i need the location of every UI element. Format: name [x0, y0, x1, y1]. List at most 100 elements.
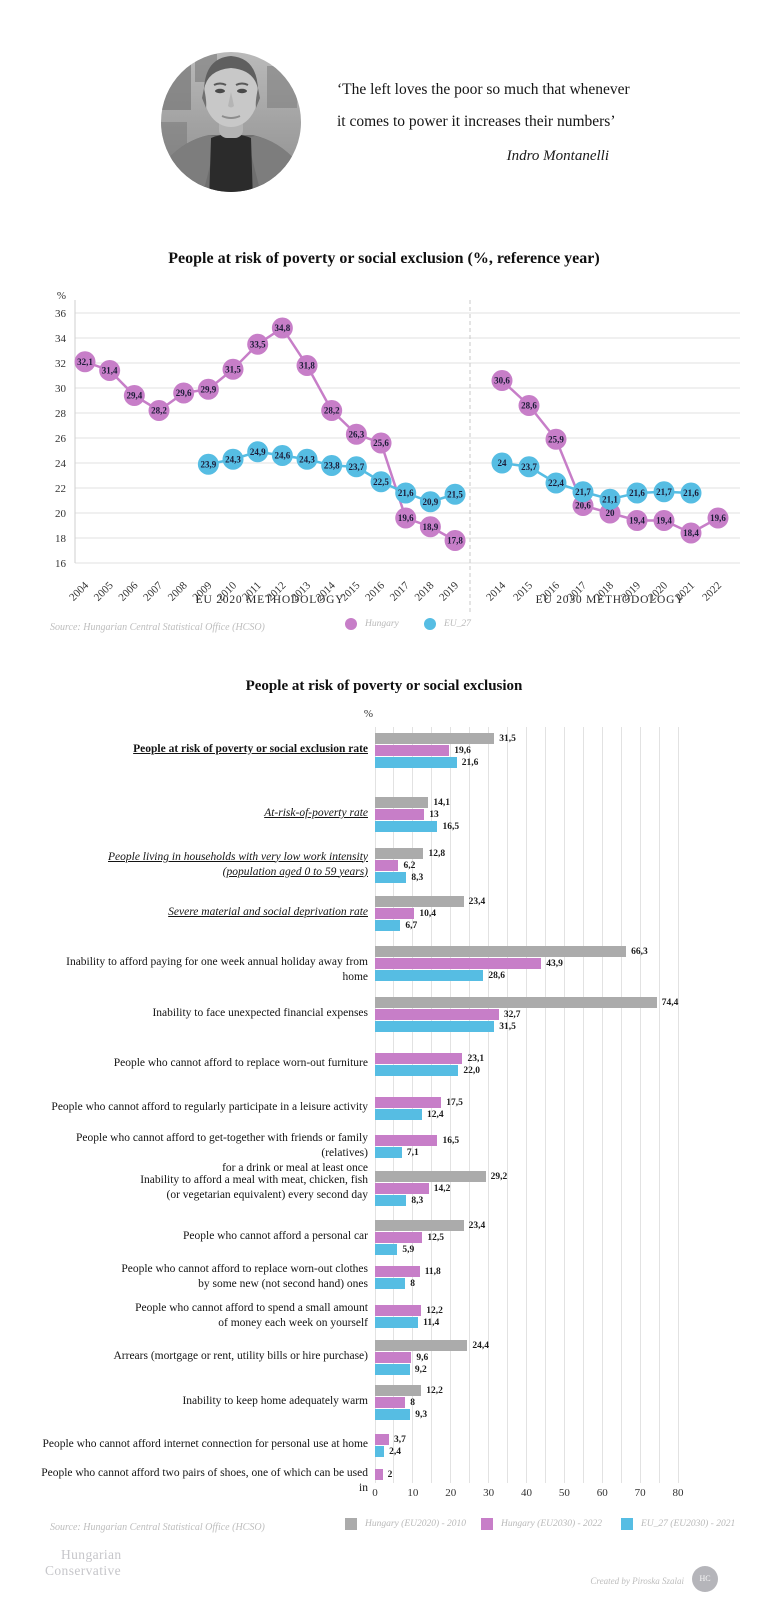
bar-chart-source: Source: Hungarian Central Statistical Of…: [50, 1522, 265, 1533]
bar-category-label: Inability to afford paying for one week …: [38, 955, 368, 985]
gridline: [450, 727, 452, 1483]
x-tick-label: 2006: [116, 579, 140, 603]
data-point-marker: [173, 382, 195, 404]
data-point-value: 19,6: [710, 513, 726, 523]
bar-value-label: 8: [410, 1279, 416, 1289]
x-tick-label: 10: [407, 1487, 419, 1499]
bar: [375, 997, 657, 1008]
bar: [375, 797, 429, 808]
y-tick-label: 26: [55, 433, 67, 445]
bar: [375, 1195, 407, 1206]
bar-category-label-line: People who cannot afford to replace worn…: [121, 1262, 368, 1275]
data-point-value: 19,4: [629, 516, 645, 526]
x-tick-label: 50: [558, 1487, 570, 1499]
bar-category-label-line: People living in households with very lo…: [108, 850, 368, 863]
bar-category-label: People living in households with very lo…: [38, 850, 368, 880]
bar-category-label: People at risk of poverty or social excl…: [38, 742, 368, 757]
gridline: [620, 727, 622, 1483]
data-point-value: 21,7: [575, 487, 591, 497]
bar-value-label: 8,3: [411, 873, 424, 883]
quote-line-2: it comes to power it increases their num…: [337, 113, 616, 130]
bar-category-label: People who cannot afford two pairs of sh…: [38, 1466, 368, 1496]
data-point-marker: [345, 456, 367, 478]
data-point-marker: [444, 483, 466, 505]
data-point-marker: [222, 358, 244, 380]
hungary-legend-label: Hungary: [365, 619, 399, 629]
hungary-eu2030-legend-swatch: [481, 1518, 493, 1530]
bar: [375, 1434, 389, 1445]
data-point-marker: [680, 522, 702, 544]
bar-value-label: 8: [410, 1398, 416, 1408]
data-point-marker: [491, 452, 513, 474]
bar-category-label: Severe material and social deprivation r…: [38, 905, 368, 920]
bar: [375, 1352, 412, 1363]
data-point-marker: [99, 360, 121, 381]
bar: [375, 1278, 406, 1289]
bar-value-label: 9,2: [414, 1365, 427, 1375]
bar: [375, 1147, 402, 1158]
data-point-marker: [271, 445, 293, 466]
bar: [375, 1097, 442, 1108]
y-tick-label: 30: [55, 383, 67, 395]
bar-value-label: 66,3: [631, 947, 648, 957]
bar-value-label: 24,4: [472, 1341, 490, 1351]
data-point-marker: [296, 355, 318, 376]
bar-value-label: 2: [387, 1470, 393, 1480]
data-point-value: 21,7: [656, 487, 672, 497]
gridline: [639, 727, 641, 1483]
bar-category-label: People who cannot afford to replace worn…: [38, 1262, 368, 1292]
data-point-marker: [653, 510, 675, 531]
x-tick-label: 30: [483, 1487, 495, 1499]
y-tick-label: 32: [55, 358, 66, 370]
y-tick-label: 34: [55, 333, 67, 345]
data-point-value: 28,6: [521, 401, 537, 411]
bar-value-label: 13: [429, 810, 439, 820]
x-tick-label: 20: [445, 1487, 457, 1499]
bar-category-label-line: by some new (not second hand) ones: [198, 1277, 368, 1290]
gridline: [601, 727, 603, 1483]
eu27-legend-dot: [424, 618, 436, 630]
bar-value-label: 2,4: [389, 1447, 401, 1457]
bar-category-label: People who cannot afford to replace worn…: [38, 1056, 368, 1071]
x-tick-label: 2016: [363, 579, 387, 603]
data-point-marker: [545, 472, 567, 494]
data-point-marker: [247, 333, 269, 355]
data-point-value: 29,9: [200, 384, 216, 394]
bar-value-label: 74,4: [661, 998, 679, 1008]
data-point-marker: [680, 482, 702, 504]
hungary-eu2030-legend-label: Hungary (EU2030) - 2022: [501, 1519, 603, 1529]
data-point-marker: [653, 481, 675, 503]
bar-category-label-line: People who cannot afford to regularly pa…: [51, 1101, 368, 1113]
bar: [375, 1266, 420, 1277]
bar-category-label: People who cannot afford internet connec…: [38, 1437, 368, 1452]
bar-chart-unit-label: %: [363, 708, 373, 720]
data-point-value: 31,8: [299, 361, 315, 371]
bar-category-label-line: People who cannot afford two pairs of sh…: [41, 1467, 368, 1494]
bar-value-label: 12,8: [428, 849, 446, 859]
x-tick-label: 80: [672, 1487, 684, 1499]
bar-category-label: Arrears (mortgage or rent, utility bills…: [38, 1349, 368, 1364]
bar-value-label: 31,5: [499, 734, 516, 744]
bar: [375, 1109, 422, 1120]
bar-category-label-line: People who cannot afford to spend a smal…: [135, 1301, 368, 1314]
y-tick-label: 20: [55, 508, 67, 520]
bar: [375, 1171, 486, 1182]
bar: [375, 809, 425, 820]
data-point-marker: [321, 400, 343, 421]
bar: [375, 896, 464, 907]
bar-category-label: Inability to face unexpected financial e…: [38, 1006, 368, 1021]
x-tick-label: 2005: [92, 579, 116, 603]
bar-category-label-line: People who cannot afford to get-together…: [76, 1131, 368, 1159]
data-point-marker: [345, 423, 367, 445]
bar-value-label: 16,5: [442, 1136, 460, 1146]
bar: [375, 1385, 422, 1396]
hungary-eu2020-legend-swatch: [345, 1518, 357, 1530]
bar-value-label: 11,8: [424, 1267, 441, 1277]
bar: [375, 1065, 459, 1076]
data-point-value: 19,4: [656, 516, 672, 526]
bar: [375, 733, 495, 744]
brand-line-1: Hungarian: [61, 1547, 122, 1562]
data-point-marker: [197, 378, 219, 400]
line-chart-title: People at risk of poverty or social excl…: [168, 250, 600, 267]
data-point-marker: [444, 530, 466, 551]
